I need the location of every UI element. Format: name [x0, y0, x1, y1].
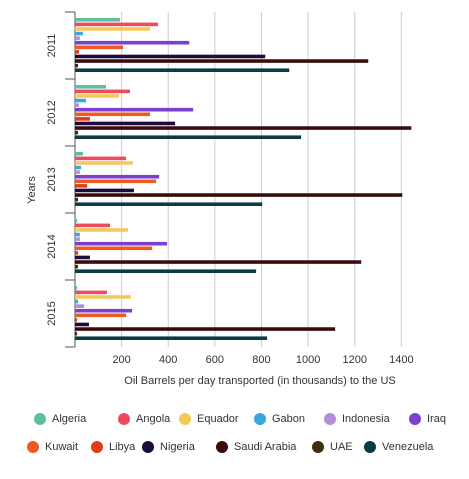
- bar: [75, 27, 151, 31]
- legend-label: Saudi Arabia: [234, 441, 297, 453]
- bar: [75, 107, 194, 112]
- bar: [75, 89, 131, 94]
- bar: [75, 103, 79, 107]
- legend-marker: [118, 413, 130, 425]
- bar: [75, 179, 157, 184]
- bar: [75, 59, 369, 63]
- bar: [75, 295, 131, 299]
- bar: [75, 112, 151, 117]
- y-tick-label: 2015: [46, 301, 58, 325]
- bar: [75, 152, 83, 156]
- bar: [75, 246, 153, 251]
- y-tick-label: 2014: [46, 234, 58, 258]
- y-axis-label: Years: [26, 176, 38, 204]
- legend-marker: [27, 441, 39, 453]
- legend-marker: [91, 441, 103, 453]
- bar: [75, 54, 266, 59]
- bar: [75, 45, 124, 50]
- legend-label: UAE: [330, 441, 353, 453]
- bar: [75, 130, 79, 135]
- bar: [75, 308, 133, 313]
- x-tick-label: 800: [252, 354, 270, 366]
- x-tick-label: 600: [206, 354, 224, 366]
- bar: [75, 264, 79, 269]
- bar: [75, 290, 107, 295]
- bar: [75, 50, 79, 54]
- bar: [75, 313, 127, 318]
- bar: [75, 232, 80, 237]
- bar: [75, 269, 257, 273]
- bar: [75, 251, 79, 255]
- bar: [75, 255, 90, 260]
- bar: [75, 94, 120, 98]
- x-tick-label: 1400: [389, 354, 413, 366]
- legend-label: Equador: [197, 413, 239, 425]
- bar: [75, 165, 82, 170]
- legend-marker: [142, 441, 154, 453]
- y-tick-label: 2012: [46, 100, 58, 124]
- bar: [75, 18, 120, 22]
- bar: [75, 174, 160, 179]
- legend-marker: [312, 441, 324, 453]
- bar: [75, 22, 158, 27]
- bar: [75, 121, 176, 126]
- bar: [75, 241, 168, 246]
- bar: [75, 188, 134, 193]
- legend-marker: [179, 413, 191, 425]
- bar: [75, 228, 129, 232]
- legend-label: Libya: [109, 441, 136, 453]
- bar: [75, 135, 302, 139]
- legend-marker: [409, 413, 421, 425]
- bar: [75, 331, 78, 336]
- x-tick-label: 1000: [296, 354, 320, 366]
- x-tick-label: 400: [159, 354, 177, 366]
- bar: [75, 36, 80, 40]
- x-tick-label: 200: [112, 354, 130, 366]
- bar: [75, 68, 290, 72]
- bar: [75, 336, 268, 340]
- legend-marker: [216, 441, 228, 453]
- legend-label: Gabon: [272, 413, 305, 425]
- y-tick-label: 2011: [46, 34, 58, 58]
- bar: [75, 31, 83, 36]
- bar: [75, 98, 86, 103]
- bar: [75, 170, 80, 174]
- legend-marker: [34, 413, 46, 425]
- bar: [75, 223, 110, 228]
- bar: [75, 85, 107, 89]
- bar: [75, 322, 89, 327]
- bar: [75, 327, 336, 331]
- bar: [75, 126, 412, 130]
- x-axis-label: Oil Barrels per day transported (in thou…: [124, 375, 395, 387]
- bar: [75, 156, 127, 161]
- legend-label: Iraq: [427, 413, 446, 425]
- legend-marker: [324, 413, 336, 425]
- bar: [75, 40, 190, 45]
- bar: [75, 237, 80, 241]
- y-tick-label: 2013: [46, 167, 58, 191]
- bar: [75, 318, 78, 322]
- bar: [75, 161, 134, 165]
- legend-marker: [254, 413, 266, 425]
- legend-label: Venezuela: [382, 441, 434, 453]
- bar: [75, 304, 85, 308]
- bar: [75, 286, 78, 290]
- bar: [75, 193, 403, 197]
- legend-marker: [364, 441, 376, 453]
- legend-label: Nigeria: [160, 441, 196, 453]
- legend-label: Angola: [136, 413, 171, 425]
- bar: [75, 197, 79, 202]
- bar: [75, 299, 79, 304]
- bar: [75, 219, 78, 223]
- legend-label: Kuwait: [45, 441, 78, 453]
- legend-label: Indonesia: [342, 413, 391, 425]
- bar: [75, 63, 79, 68]
- x-tick-label: 1200: [342, 354, 366, 366]
- bar: [75, 117, 90, 121]
- bar: [75, 202, 263, 206]
- legend-label: Algeria: [52, 413, 87, 425]
- bar: [75, 260, 362, 264]
- bar: [75, 184, 88, 188]
